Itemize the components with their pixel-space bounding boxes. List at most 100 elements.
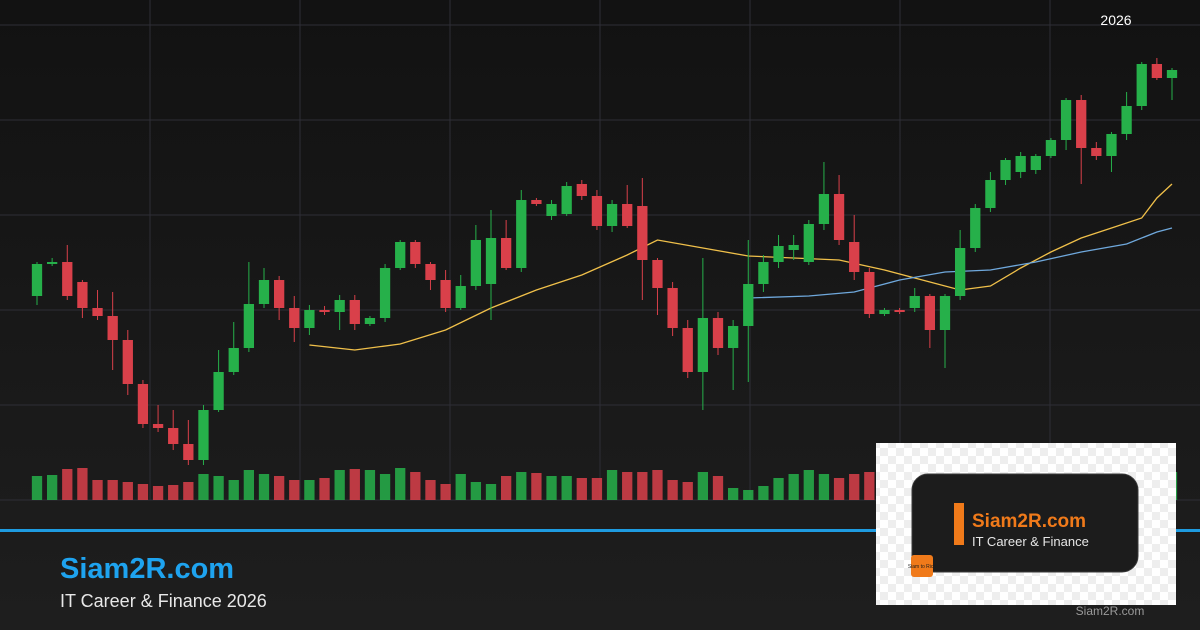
logo-card: Siam2R.com IT Career & Finance Siam to R… (876, 443, 1176, 605)
volume-bar (107, 480, 118, 500)
candle-body (455, 286, 466, 308)
volume-bar (712, 476, 724, 500)
volume-bar (516, 472, 527, 500)
candle-body (137, 384, 149, 424)
candle-body (183, 444, 194, 460)
candle-body (425, 264, 436, 280)
volume-bar (576, 478, 587, 500)
candle-body (500, 238, 512, 268)
candle-body (985, 180, 996, 208)
volume-bar (591, 478, 603, 500)
candle-body (879, 310, 890, 314)
candle-body (1151, 64, 1163, 78)
candle-layer (31, 58, 1178, 465)
candle-body (379, 268, 391, 318)
candle-body (77, 282, 88, 308)
volume-bar (727, 488, 739, 500)
volume-bar (122, 482, 133, 500)
candle-body (924, 296, 936, 330)
candle-body (168, 428, 179, 444)
candle-body (637, 206, 648, 260)
volume-bar (243, 470, 255, 500)
badge (911, 555, 933, 577)
volume-bar (183, 482, 194, 500)
candle-body (198, 410, 209, 460)
candle-body (561, 186, 572, 214)
volume-bar (682, 482, 693, 500)
volume-bar (410, 472, 421, 500)
volume-bar (168, 485, 179, 500)
candle-body (364, 318, 376, 324)
volume-bar (849, 474, 860, 500)
candle-body (818, 194, 830, 224)
candle-body (1106, 134, 1117, 156)
candle-body (1166, 70, 1178, 78)
candle-body (1121, 106, 1132, 134)
candle-body (228, 348, 239, 372)
volume-bar (652, 470, 663, 500)
candle-body (788, 245, 799, 250)
volume-bar (788, 474, 799, 500)
volume-bar (500, 476, 512, 500)
candle-body (273, 280, 285, 308)
volume-bar (304, 480, 315, 500)
candle-body (1015, 156, 1026, 172)
candle-body (1091, 148, 1102, 156)
volume-bar (213, 476, 224, 500)
volume-bar (198, 474, 209, 500)
candle-body (46, 262, 58, 264)
candle-body (727, 326, 739, 348)
candle-body (682, 328, 693, 372)
candle-body (894, 310, 905, 312)
candle-body (122, 340, 133, 384)
candle-body (833, 194, 845, 240)
candle-body (667, 288, 678, 328)
volume-bar (531, 473, 542, 500)
divider (0, 529, 1200, 532)
candle-body (92, 308, 103, 316)
volume-bar (364, 470, 376, 500)
volume-bar (833, 478, 845, 500)
volume-bar (349, 469, 360, 500)
volume-bar (758, 486, 769, 500)
candle-body (107, 316, 118, 340)
volume-bar (637, 472, 648, 500)
volume-bar (803, 470, 814, 500)
volume-bar (455, 474, 466, 500)
candle-body (1076, 100, 1087, 148)
candle-body (243, 304, 255, 348)
volume-bar (818, 474, 830, 500)
volume-bar (606, 470, 618, 500)
candle-body (1045, 140, 1057, 156)
moving-average-layer (309, 183, 1173, 351)
candle-body (62, 262, 73, 296)
candle-body (864, 272, 875, 314)
volume-bar (395, 468, 406, 500)
volume-bar (470, 482, 482, 500)
brand-title: Siam2R.com (60, 553, 234, 585)
volume-bar (667, 480, 678, 500)
candle-body (758, 262, 769, 284)
candle-body (213, 372, 224, 410)
candle-body (591, 196, 603, 226)
candle-body (546, 204, 557, 216)
candle-body (1030, 156, 1041, 170)
candle-body (606, 204, 618, 226)
volume-bar (485, 484, 497, 500)
candle-body (440, 280, 451, 308)
candle-body (258, 280, 270, 304)
volume-bar (546, 476, 557, 500)
volume-bar (697, 472, 709, 500)
moving-average (309, 183, 1173, 351)
volume-bar (289, 480, 300, 500)
volume-bar (773, 478, 784, 500)
candle-body (470, 240, 482, 286)
candle-body (485, 238, 497, 284)
volume-bar (92, 480, 103, 500)
volume-bar (152, 486, 164, 500)
volume-bar (334, 470, 345, 500)
volume-bar (228, 480, 239, 500)
candle-body (289, 308, 300, 328)
volume-bar (62, 469, 73, 500)
